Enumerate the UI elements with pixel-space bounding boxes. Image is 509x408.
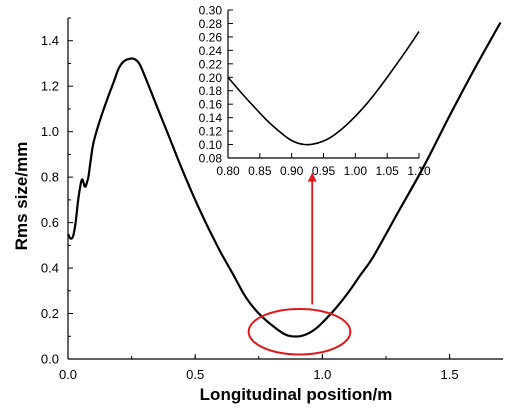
x-tick-label: 0.5 [186, 367, 204, 382]
y-tick-label: 0.0 [41, 352, 59, 367]
inset-x-tick-label: 1.05 [375, 164, 399, 178]
y-tick-label: 0.2 [41, 306, 59, 321]
inset-y-tick-label: 0.26 [199, 30, 223, 44]
inset-y-tick-label: 0.30 [199, 4, 223, 18]
zoom-arrow-head [307, 172, 317, 182]
inset-y-tick-label: 0.22 [199, 57, 223, 71]
y-tick-label: 0.6 [41, 215, 59, 230]
y-tick-label: 0.4 [41, 261, 59, 276]
inset-x-tick-label: 0.95 [312, 164, 336, 178]
inset-x-tick-label: 0.80 [216, 164, 240, 178]
y-axis-label: Rms size/mm [12, 142, 31, 251]
inset-y-tick-label: 0.24 [199, 44, 223, 58]
annotations [247, 172, 352, 356]
x-tick-label: 0.0 [59, 367, 77, 382]
inset-x-tick-label: 1.10 [407, 164, 431, 178]
inset-y-tick-label: 0.14 [199, 111, 223, 125]
inset-y-tick-label: 0.20 [199, 71, 223, 85]
y-tick-label: 0.8 [41, 170, 59, 185]
y-tick-label: 1.0 [41, 124, 59, 139]
inset-plot: 0.80 0.85 0.90 0.95 1.00 1.05 1.10 0.080.100.12… [199, 4, 431, 179]
main-plot: 0.0 0.5 1.0 1.5 0.0 0.2 0.4 0.6 0.8 1.0 1.2 1.4 [41, 17, 503, 382]
y-tick-label: 1.4 [41, 33, 59, 48]
inset-x-tick-label: 1.00 [344, 164, 368, 178]
inset-y-tick-label: 0.18 [199, 84, 223, 98]
inset-y-tick-label: 0.08 [199, 152, 223, 166]
series-line-0 [67, 21, 502, 338]
inset-y-tick-label: 0.12 [199, 125, 223, 139]
inset-y-tick-label: 0.10 [199, 138, 223, 152]
inset-y-tick-label: 0.16 [199, 98, 223, 112]
inset-x-tick-label: 0.90 [280, 164, 304, 178]
inset-y-tick-label: 0.28 [199, 17, 223, 31]
highlight-ellipse [247, 307, 352, 356]
inset-x-tick-label: 0.85 [248, 164, 272, 178]
x-tick-label: 1.0 [313, 367, 331, 382]
x-tick-label: 1.5 [441, 367, 459, 382]
y-tick-label: 1.2 [41, 79, 59, 94]
inset-series-line-0 [227, 31, 420, 146]
x-axis-label: Longitudinal position/m [200, 385, 393, 404]
